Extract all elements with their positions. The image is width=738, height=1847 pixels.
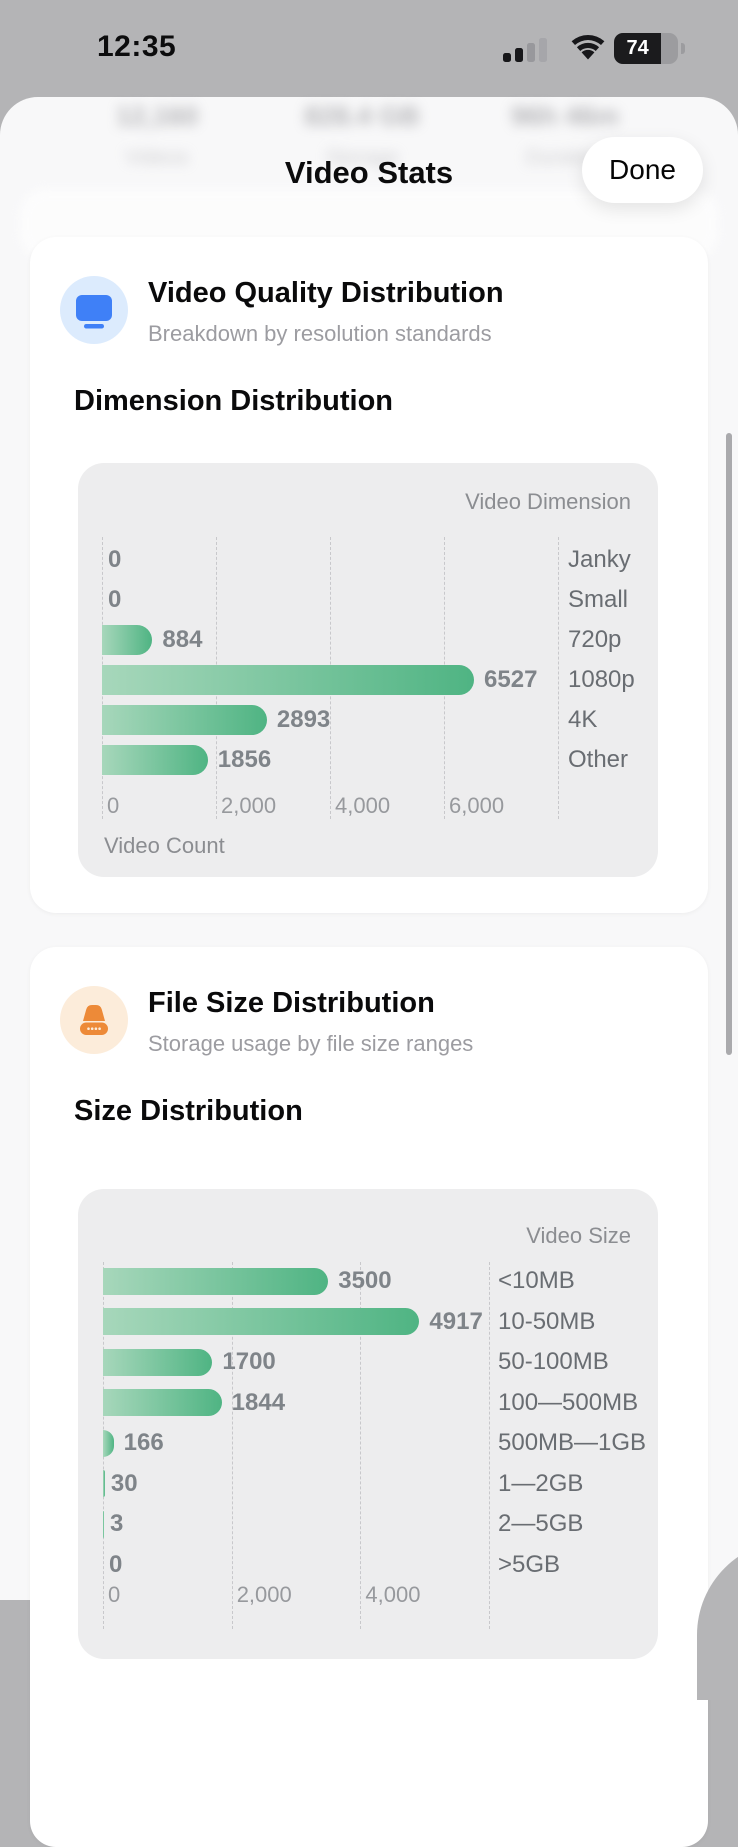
chart-bar [103, 1429, 114, 1457]
category-label: 10-50MB [498, 1307, 596, 1335]
scrollbar[interactable] [726, 433, 732, 1055]
drive-icon [60, 986, 128, 1054]
bar-value-label: 3 [110, 1510, 124, 1537]
cellular-signal-icon [503, 36, 559, 62]
chart-bar [103, 1267, 329, 1295]
category-label: 4K [568, 706, 598, 733]
bar-value-label: 3500 [338, 1267, 392, 1294]
gridline [231, 1262, 233, 1629]
gridline [489, 1262, 491, 1629]
category-label: <10MB [498, 1267, 575, 1294]
category-label: Janky [568, 546, 631, 573]
category-label: 2—5GB [498, 1510, 584, 1537]
video-stats-sheet: 12,160 Videos 828.4 GB Storage 96h 46m D… [0, 97, 738, 1847]
chart-legend: Video Dimension [465, 489, 631, 514]
axis-tick-label: 6,000 [449, 793, 505, 818]
size-distribution-chart: Video Size 3500 <10MB 4917 10-50MB 1700 50-10… [78, 1189, 658, 1659]
chart-bar [102, 625, 153, 655]
category-label: 1080p [568, 666, 635, 693]
bar-value-label: 0 [108, 586, 122, 613]
status-bar: 12:35 74 [0, 0, 738, 97]
axis-tick-label: 0 [107, 793, 120, 818]
gridline [558, 537, 559, 819]
video-quality-card: Video Quality Distribution Breakdown by … [30, 237, 708, 913]
category-label: 500MB—1GB [498, 1429, 647, 1456]
dimension-distribution-chart: Video Dimension Video Count 0 Janky 0 Small… [78, 463, 658, 877]
bar-value-label: 30 [110, 1469, 138, 1497]
stat-duration: 96h 46m Duration [510, 101, 620, 169]
chart-bar [102, 745, 208, 775]
category-label: Small [568, 586, 629, 613]
category-label: 720p [568, 626, 622, 653]
category-label: Other [568, 746, 629, 773]
section-heading: Dimension Distribution [74, 385, 393, 417]
stat-videos: 12,160 Videos [115, 101, 199, 169]
category-label: 1—2GB [498, 1469, 584, 1497]
section-heading: Size Distribution [74, 1095, 303, 1127]
chart-bar [102, 665, 475, 695]
display-icon [60, 276, 128, 344]
chart-bar [103, 1308, 420, 1335]
axis-tick-label: 2,000 [236, 1582, 292, 1607]
chart-bar [102, 705, 267, 735]
sheet-header: Video Stats Done [0, 97, 738, 237]
category-label: >5GB [498, 1550, 561, 1578]
chart-bar [103, 1389, 222, 1416]
card-subtitle: Breakdown by resolution standards [148, 321, 492, 346]
status-time: 12:35 [97, 30, 177, 63]
axis-tick-label: 4,000 [365, 1582, 421, 1607]
axis-tick-label: 4,000 [335, 793, 391, 818]
card-title: File Size Distribution [148, 987, 435, 1019]
bar-value-label: 166 [123, 1429, 164, 1456]
bar-value-label: 1844 [231, 1388, 286, 1416]
background-stats-blurred: 12,160 Videos 828.4 GB Storage 96h 46m D… [0, 97, 738, 217]
chart-bar [103, 1470, 105, 1497]
bar-value-label: 4917 [429, 1307, 483, 1335]
bar-value-label: 884 [162, 626, 203, 653]
category-label: 100—500MB [498, 1388, 639, 1416]
axis-tick-label: 2,000 [221, 793, 277, 818]
bar-value-label: 0 [109, 1550, 123, 1578]
bar-value-label: 1700 [222, 1348, 276, 1375]
chart-legend: Video Size [526, 1223, 631, 1248]
chart-bar [103, 1348, 213, 1376]
x-axis-label: Video Count [104, 833, 225, 858]
done-button[interactable]: Done [582, 137, 703, 203]
wifi-icon [571, 35, 605, 60]
bar-value-label: 0 [108, 546, 122, 573]
stat-storage: 828.4 GB Storage [304, 101, 420, 169]
card-subtitle: Storage usage by file size ranges [148, 1031, 474, 1056]
bar-value-label: 2893 [276, 706, 331, 733]
category-label: 50-100MB [498, 1348, 609, 1375]
page-title: Video Stats [284, 155, 454, 190]
battery-percent: 74 [626, 37, 649, 59]
bar-value-label: 6527 [484, 666, 538, 693]
gridline [360, 1262, 362, 1629]
bar-value-label: 1856 [217, 746, 272, 773]
axis-tick-label: 0 [108, 1582, 121, 1607]
card-title: Video Quality Distribution [148, 277, 504, 309]
chart-bar [103, 1510, 104, 1538]
battery-nub [681, 43, 685, 54]
file-size-card: File Size Distribution Storage usage by … [30, 947, 708, 1847]
battery-indicator: 74 [614, 33, 678, 64]
